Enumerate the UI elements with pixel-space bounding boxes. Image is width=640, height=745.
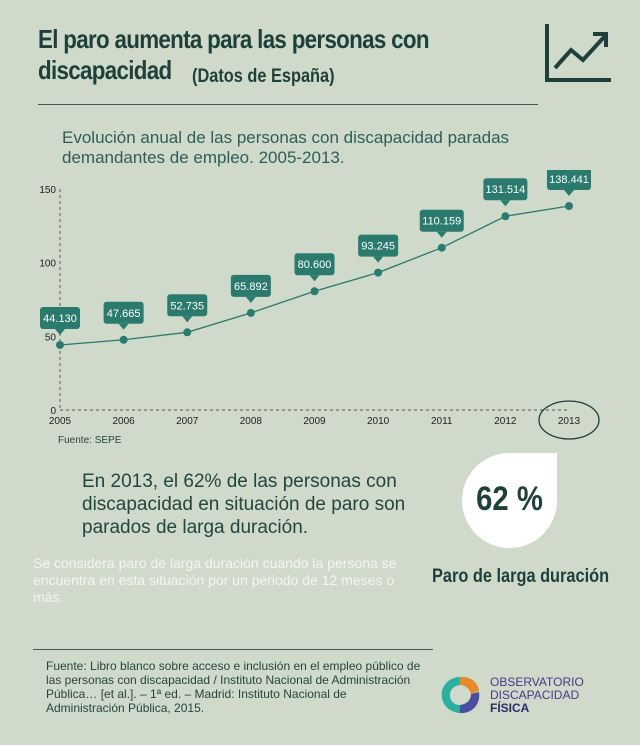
- data-label-pointer: [182, 316, 193, 323]
- data-label: 80.600: [298, 259, 332, 271]
- x-tick-label: 2011: [431, 416, 453, 427]
- data-label: 47.665: [107, 308, 141, 320]
- logo-line: OBSERVATORIO: [490, 675, 584, 689]
- data-label: 52.735: [170, 300, 204, 312]
- stat-note: Se considera paro de larga duración cuan…: [33, 555, 397, 605]
- data-point: [246, 308, 255, 317]
- data-point: [437, 243, 446, 252]
- chart-title: Evolución anual de las personas con disc…: [62, 128, 510, 167]
- data-label: 138.441: [549, 174, 589, 186]
- observatorio-logo-icon: [441, 676, 480, 714]
- data-label: 110.159: [422, 216, 461, 228]
- divider: [38, 104, 538, 105]
- data-label-pointer: [564, 190, 574, 197]
- data-point: [119, 335, 128, 344]
- data-label-box: [358, 234, 399, 257]
- chart-source: Fuente: SEPE: [58, 435, 122, 446]
- logo-line: DISCAPACIDAD: [490, 688, 580, 702]
- data-label-box: [40, 306, 80, 329]
- percent-label: Paro de larga duración: [432, 566, 610, 587]
- data-label: 93.245: [361, 241, 395, 253]
- data-point: [374, 268, 383, 277]
- x-tick-label: 2009: [303, 416, 326, 427]
- x-tick-label: 2010: [367, 416, 390, 427]
- x-tick-label: 2007: [176, 416, 199, 427]
- y-tick-label: 0: [50, 406, 56, 417]
- divider: [33, 649, 433, 650]
- x-tick-label: 2005: [49, 416, 72, 427]
- data-point: [56, 340, 64, 349]
- data-point: [310, 287, 319, 296]
- y-tick-label: 100: [39, 259, 56, 270]
- data-label: 44.130: [43, 313, 77, 325]
- data-label-pointer: [118, 323, 129, 330]
- y-tick-label: 150: [39, 185, 56, 196]
- x-tick-label: 2008: [240, 416, 263, 427]
- x-tick-label: 2012: [494, 416, 517, 427]
- data-label: 65.892: [234, 281, 268, 293]
- trend-up-chart-icon: [545, 24, 611, 82]
- stat-text: En 2013, el 62% de las personas con disc…: [82, 471, 406, 538]
- logo-line: FÍSICA: [490, 701, 530, 715]
- observatorio-logo-text: OBSERVATORIO DISCAPACIDAD FÍSICA: [490, 676, 584, 715]
- y-tick-label: 50: [45, 332, 57, 343]
- data-point: [183, 328, 192, 337]
- data-label-box: [294, 253, 335, 276]
- x-tick-label: 2006: [113, 416, 136, 427]
- reference-text: Fuente: Libro blanco sobre acceso e incl…: [46, 659, 421, 715]
- data-point: [565, 202, 573, 211]
- page-title: El paro aumenta para las personas con di…: [38, 24, 430, 85]
- data-label-pointer: [55, 328, 65, 335]
- data-label-box: [230, 274, 271, 297]
- data-label-box: [419, 209, 464, 232]
- data-label-box: [103, 301, 144, 324]
- line-chart: 0 50 100 150 2005 2006 2007 2008 2009 2010 2011 201…: [39, 170, 600, 440]
- data-label-pointer: [436, 231, 447, 238]
- data-label-pointer: [245, 296, 256, 303]
- x-tick-label: 2013: [558, 416, 581, 427]
- data-label: 131.514: [485, 184, 525, 196]
- data-label-box: [167, 294, 208, 317]
- data-label-box: [547, 170, 591, 191]
- data-label-box: [483, 178, 528, 201]
- percent-value: 62 %: [476, 480, 543, 518]
- page-subtitle: (Datos de España): [192, 66, 335, 87]
- data-point: [501, 212, 510, 221]
- percent-bubble: [462, 453, 557, 548]
- data-label-pointer: [309, 275, 320, 282]
- data-label-pointer: [500, 200, 511, 207]
- highlight-circle: [538, 400, 600, 440]
- data-label-pointer: [373, 256, 384, 263]
